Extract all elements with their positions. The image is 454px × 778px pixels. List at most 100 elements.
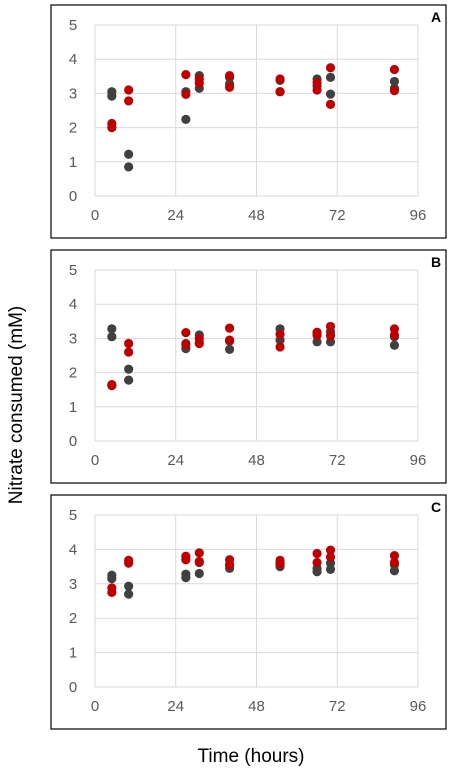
data-point <box>124 364 134 374</box>
data-point <box>389 330 400 340</box>
series-dark <box>107 557 400 599</box>
x-tick-label: 72 <box>329 207 346 224</box>
data-point <box>389 566 400 576</box>
panel-frame <box>50 249 447 484</box>
data-point <box>325 321 336 332</box>
data-point <box>124 96 134 106</box>
x-tick-label: 0 <box>91 452 99 469</box>
y-tick-label: 0 <box>69 188 77 205</box>
data-point <box>325 63 336 73</box>
data-point <box>325 564 336 574</box>
x-tick-label: 96 <box>410 698 427 715</box>
y-tick-label: 4 <box>69 296 77 313</box>
data-point <box>325 72 336 82</box>
series-dark <box>107 71 400 172</box>
panel-letter: B <box>431 254 441 270</box>
data-point <box>181 555 191 565</box>
data-point <box>107 587 117 598</box>
panel-frame <box>50 4 447 239</box>
y-tick-label: 3 <box>69 576 77 593</box>
panel-a: 0 1 2 3 4 5 0 24 48 72 96 A <box>50 4 447 239</box>
data-point <box>181 327 191 338</box>
x-tick-label: 96 <box>410 452 427 469</box>
data-point <box>275 74 285 84</box>
x-tick-label: 0 <box>91 698 99 715</box>
data-point <box>124 149 134 159</box>
y-tick-label: 4 <box>69 51 77 68</box>
data-point <box>194 548 204 558</box>
panel-letter: A <box>431 9 441 25</box>
y-tick-label: 2 <box>69 610 77 627</box>
data-point <box>107 574 117 584</box>
y-tick-label: 5 <box>69 507 77 524</box>
y-tick-label: 2 <box>69 365 77 382</box>
data-point <box>389 340 400 350</box>
data-point <box>194 78 204 88</box>
y-tick-label: 0 <box>69 679 77 696</box>
data-point <box>224 82 235 92</box>
data-point <box>124 589 134 599</box>
data-point <box>107 380 117 391</box>
x-tick-label: 24 <box>167 452 184 469</box>
data-point <box>389 86 400 96</box>
data-point <box>224 560 235 570</box>
data-point <box>107 324 117 334</box>
panel-c: 0 1 2 3 4 5 0 24 48 72 96 C <box>50 494 447 730</box>
data-point <box>124 85 134 95</box>
data-point <box>312 557 322 568</box>
y-tick-label: 3 <box>69 85 77 102</box>
y-tick-label: 1 <box>69 154 77 171</box>
data-point <box>275 342 285 352</box>
data-point <box>224 71 235 81</box>
x-tick-label: 48 <box>248 207 265 224</box>
data-point <box>389 76 400 87</box>
data-point <box>194 556 204 567</box>
panels: 0 1 2 3 4 5 0 24 48 72 96 A 0 1 2 3 4 5 0 24 48 72 96 B 0 1 2 3 4 5 0 2… <box>50 4 447 730</box>
data-point <box>124 558 134 568</box>
data-point <box>124 375 134 385</box>
data-point <box>107 123 117 133</box>
y-tick-label: 1 <box>69 399 77 416</box>
data-point <box>124 581 134 591</box>
data-point <box>181 114 191 124</box>
data-point <box>389 557 400 568</box>
data-point <box>325 99 336 109</box>
x-axis-title: Time (hours) <box>198 746 305 767</box>
y-tick-label: 4 <box>69 541 77 558</box>
y-tick-label: 3 <box>69 330 77 347</box>
data-point <box>389 64 400 75</box>
data-point <box>181 339 191 350</box>
data-point <box>275 87 285 97</box>
panel-frame <box>50 494 447 730</box>
data-point <box>312 77 322 88</box>
data-point <box>312 337 322 347</box>
series-red <box>107 321 400 391</box>
series-red <box>107 63 400 133</box>
data-point <box>275 559 285 569</box>
data-point <box>224 323 235 333</box>
panel-b: 0 1 2 3 4 5 0 24 48 72 96 B <box>50 249 447 484</box>
data-point <box>224 344 235 354</box>
panel-letter: C <box>431 499 441 515</box>
y-tick-label: 1 <box>69 645 77 662</box>
data-point <box>275 329 285 339</box>
y-tick-label: 2 <box>69 120 77 137</box>
data-point <box>194 568 204 579</box>
data-point <box>107 91 117 101</box>
data-point <box>124 162 134 172</box>
y-tick-label: 5 <box>69 17 77 34</box>
data-point <box>107 332 117 342</box>
data-point <box>181 69 191 80</box>
x-tick-label: 24 <box>167 207 184 224</box>
x-tick-label: 72 <box>329 452 346 469</box>
data-point <box>325 331 336 341</box>
data-point <box>124 347 134 357</box>
data-point <box>312 567 322 577</box>
data-point <box>224 335 235 345</box>
x-tick-label: 0 <box>91 207 99 224</box>
data-point <box>389 550 400 561</box>
data-point <box>124 338 134 349</box>
y-axis-title: Nitrate consumed (mM) <box>6 306 27 505</box>
data-point <box>194 338 204 349</box>
